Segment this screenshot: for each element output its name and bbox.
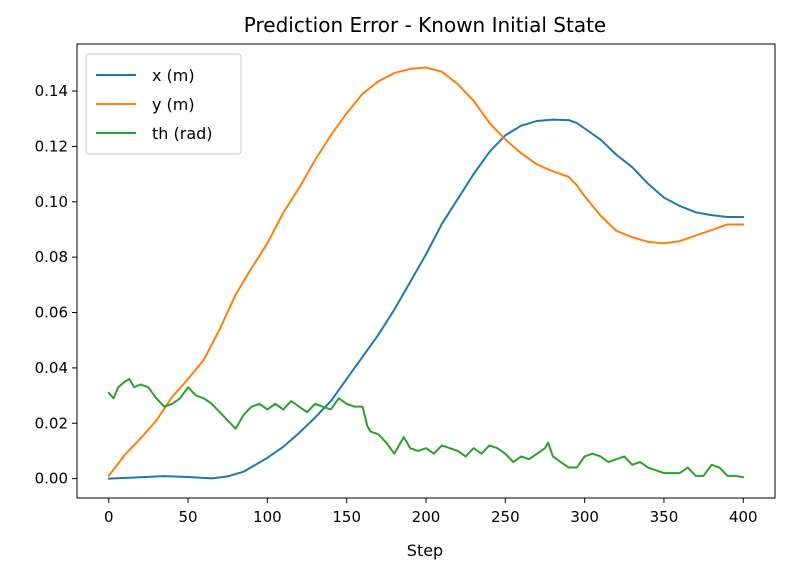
y-tick-label: 0.14 [35,82,68,100]
x-axis-label: Step [407,541,443,560]
chart-title: Prediction Error - Known Initial State [244,13,606,37]
series-line-1 [107,66,745,477]
x-tick-label: 50 [178,508,197,526]
x-tick-label: 350 [650,508,679,526]
y-tick-label: 0.04 [35,359,68,377]
legend-label: x (m) [152,66,195,85]
series-line-2 [107,377,745,479]
y-tick-label: 0.08 [35,248,68,266]
legend-box [85,53,242,155]
legend-label: y (m) [152,95,195,114]
legend-label: th (rad) [152,124,213,143]
x-axis: 0 50 100 150 200 250 300 350 400 [104,498,758,526]
x-tick-label: 200 [412,508,441,526]
series-line-0 [107,118,745,480]
y-tick-label: 0.12 [35,137,68,155]
x-tick-label: 100 [253,508,282,526]
x-tick-label: 0 [104,508,114,526]
y-tick-label: 0.06 [35,304,68,322]
x-tick-label: 150 [332,508,361,526]
legend: x (m) y (m) th (rad) [85,53,242,155]
x-tick-label: 250 [491,508,520,526]
x-tick-label: 400 [729,508,758,526]
x-tick-label: 300 [570,508,599,526]
y-tick-label: 0.00 [35,470,68,488]
y-tick-label: 0.10 [35,193,68,211]
series-lines [107,66,745,480]
y-axis: 0.00 0.02 0.04 0.06 0.08 0.10 0.12 0.14 [35,82,77,488]
y-tick-label: 0.02 [35,414,68,432]
